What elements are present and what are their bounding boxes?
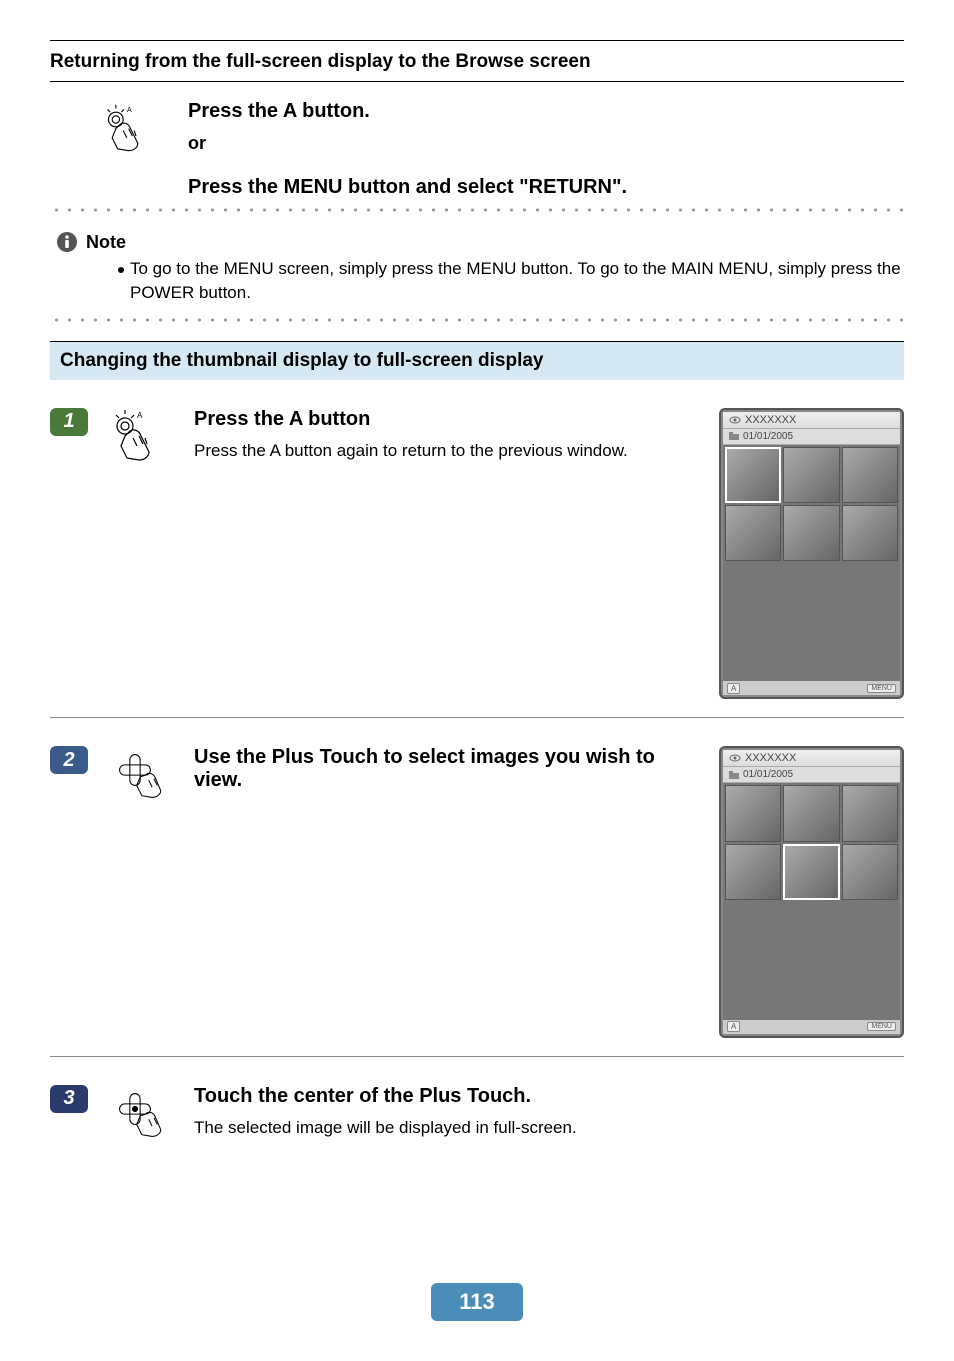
press-a-hand-icon: A: [100, 100, 160, 160]
svg-text:A: A: [137, 411, 143, 420]
screen-date: 01/01/2005: [743, 769, 793, 780]
step-3-body: Touch the center of the Plus Touch. The …: [194, 1085, 904, 1140]
step-2-body: Use the Plus Touch to select images you …: [194, 746, 701, 800]
thumb-empty-row: [723, 961, 900, 1020]
folder-icon: [729, 432, 739, 440]
thumb-cell: [842, 844, 898, 900]
thumb-cell: [783, 505, 839, 561]
screen-top-bar: XXXXXXX: [723, 412, 900, 429]
thumb-empty-row: [723, 902, 900, 961]
step-1-title: Press the A button: [194, 408, 689, 431]
intro-row: A Press the A button. or Press the MENU …: [50, 100, 904, 199]
intro-text: Press the A button. or Press the MENU bu…: [188, 100, 627, 199]
thumb-cell: [842, 447, 898, 503]
info-icon: [56, 231, 78, 253]
screen-date: 01/01/2005: [743, 431, 793, 442]
screen-menu-button-icon: MENU: [867, 1022, 896, 1031]
screen-bottom-bar: A MENU: [723, 1020, 900, 1034]
screen-a-button-icon: A: [727, 683, 740, 694]
screen-top-bar: XXXXXXX: [723, 750, 900, 767]
thumb-cell: [725, 505, 781, 561]
step-3-title: Touch the center of the Plus Touch.: [194, 1085, 892, 1108]
hand-tap-icon: A: [103, 103, 158, 158]
dotted-divider-top: [50, 207, 904, 213]
note-text: To go to the MENU screen, simply press t…: [130, 257, 904, 305]
screen-label: XXXXXXX: [745, 414, 796, 426]
thumb-cell: [725, 447, 781, 503]
intro-or: or: [188, 133, 627, 154]
screen-frame: XXXXXXX 01/01/2005 A MENU: [719, 408, 904, 700]
screen-sub-bar: 01/01/2005: [723, 767, 900, 783]
note-label: Note: [86, 232, 126, 253]
bullet-icon: [118, 267, 124, 273]
thumb-cell: [783, 447, 839, 503]
thumb-empty-row: [723, 622, 900, 681]
thumb-cell: [783, 844, 839, 900]
step-num-1: 1: [50, 408, 88, 436]
note-bullet-row: To go to the MENU screen, simply press t…: [118, 257, 904, 305]
screen-sub-bar: 01/01/2005: [723, 429, 900, 445]
page-number-container: 113: [50, 1283, 904, 1321]
step-1-text: Press the A button again to return to th…: [194, 439, 689, 463]
section-title-1: Returning from the full-screen display t…: [50, 47, 904, 82]
step-num-3: 3: [50, 1085, 88, 1113]
thumb-cell: [725, 844, 781, 900]
dotted-divider-bottom: [50, 317, 904, 323]
screen-a-button-icon: A: [727, 1021, 740, 1032]
top-rule: [50, 40, 904, 41]
step-2-title: Use the Plus Touch to select images you …: [194, 746, 689, 792]
thumb-cell: [783, 785, 839, 841]
hand-tap-icon: A: [111, 408, 171, 468]
plus-touch-icon: [111, 746, 171, 806]
screen-menu-button-icon: MENU: [867, 684, 896, 693]
step-num-2: 2: [50, 746, 88, 774]
step-3: 3 Touch the center of the Plus Touch. Th…: [50, 1085, 904, 1163]
step-2: 2 Use the Plus Touch to select images yo…: [50, 746, 904, 1057]
plus-touch-center-icon: [111, 1085, 171, 1145]
intro-line-2: Press the MENU button and select "RETURN…: [188, 176, 627, 199]
eye-icon: [729, 754, 741, 762]
step-3-text: The selected image will be displayed in …: [194, 1116, 892, 1140]
screen-frame: XXXXXXX 01/01/2005 A MENU: [719, 746, 904, 1038]
svg-text:A: A: [126, 105, 131, 114]
folder-icon: [729, 771, 739, 779]
step-1-screen: XXXXXXX 01/01/2005 A MENU: [719, 408, 904, 700]
screen-label: XXXXXXX: [745, 752, 796, 764]
thumb-grid: [723, 445, 900, 564]
screen-bottom-bar: A MENU: [723, 681, 900, 695]
step-1: 1 A Press the A button Press the A butto…: [50, 408, 904, 719]
eye-icon: [729, 416, 741, 424]
note-body: To go to the MENU screen, simply press t…: [50, 257, 904, 305]
section-2-banner: Changing the thumbnail display to full-s…: [50, 341, 904, 380]
thumb-grid: [723, 783, 900, 902]
thumb-empty-row: [723, 563, 900, 622]
thumb-cell: [842, 505, 898, 561]
thumb-cell: [842, 785, 898, 841]
step-1-icon: A: [106, 408, 176, 468]
thumb-cell: [725, 785, 781, 841]
page-number: 113: [431, 1283, 523, 1321]
step-2-icon: [106, 746, 176, 806]
section-title-2: Changing the thumbnail display to full-s…: [60, 350, 894, 372]
intro-line-1: Press the A button.: [188, 100, 627, 123]
step-1-body: Press the A button Press the A button ag…: [194, 408, 701, 463]
note-header: Note: [56, 231, 904, 253]
step-2-screen: XXXXXXX 01/01/2005 A MENU: [719, 746, 904, 1038]
step-3-icon: [106, 1085, 176, 1145]
